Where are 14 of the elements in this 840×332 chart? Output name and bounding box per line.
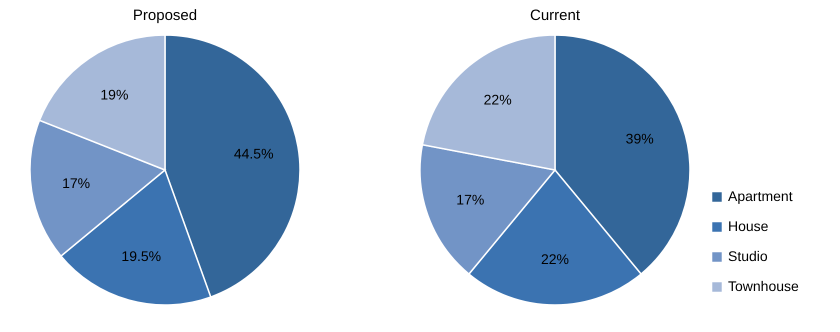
legend-label: Apartment: [728, 188, 793, 204]
data-label: 19%: [100, 86, 128, 103]
legend-label: Townhouse: [728, 278, 800, 294]
chart-title: Proposed: [132, 7, 198, 24]
data-label: 19.5%: [121, 248, 162, 264]
data-label: 17%: [456, 191, 484, 208]
data-label: 22%: [484, 92, 512, 108]
data-label: 22%: [540, 251, 570, 267]
data-label: 44.5%: [234, 146, 274, 162]
data-label: 39%: [626, 130, 654, 147]
chart-title: Current: [530, 7, 581, 24]
legend-label: Studio: [728, 248, 768, 264]
legend-label: House: [728, 218, 769, 234]
data-label: 17%: [62, 175, 90, 192]
